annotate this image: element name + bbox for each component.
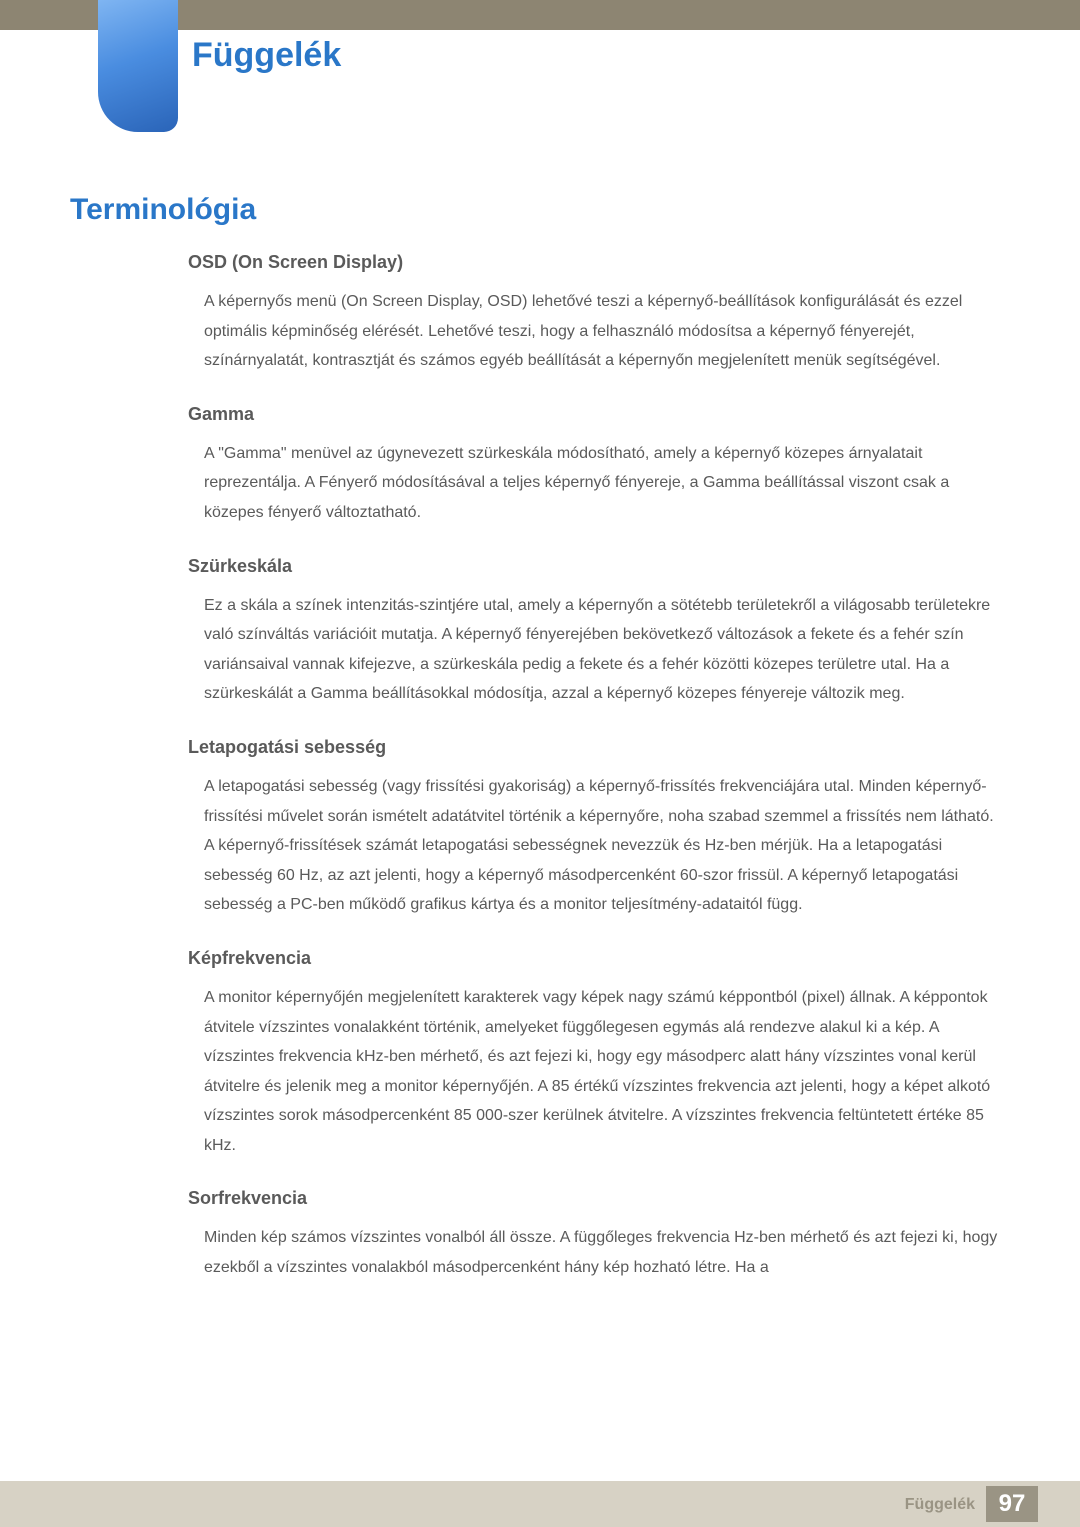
term-block: Gamma A "Gamma" menüvel az úgynevezett s… <box>188 404 1000 528</box>
chapter-tab <box>98 0 178 132</box>
term-body: A letapogatási sebesség (vagy frissítési… <box>188 772 1000 920</box>
chapter-title: Függelék <box>192 36 341 75</box>
term-body: Ez a skála a színek intenzitás-szintjére… <box>188 591 1000 709</box>
term-body: A monitor képernyőjén megjelenített kara… <box>188 983 1000 1161</box>
term-heading: Gamma <box>188 404 1000 425</box>
footer-chapter-label: Függelék <box>905 1496 975 1514</box>
term-block: OSD (On Screen Display) A képernyős menü… <box>188 252 1000 376</box>
term-heading: Sorfrekvencia <box>188 1188 1000 1209</box>
term-body: A "Gamma" menüvel az úgynevezett szürkes… <box>188 439 1000 528</box>
term-heading: Képfrekvencia <box>188 948 1000 969</box>
term-body: A képernyős menü (On Screen Display, OSD… <box>188 287 1000 376</box>
content-area: OSD (On Screen Display) A képernyős menü… <box>188 252 1000 1283</box>
term-block: Sorfrekvencia Minden kép számos vízszint… <box>188 1188 1000 1282</box>
term-heading: Letapogatási sebesség <box>188 737 1000 758</box>
page: Függelék Terminológia OSD (On Screen Dis… <box>0 0 1080 1527</box>
term-block: Képfrekvencia A monitor képernyőjén megj… <box>188 948 1000 1161</box>
term-body: Minden kép számos vízszintes vonalból ál… <box>188 1223 1000 1282</box>
page-number-box: 97 <box>986 1486 1038 1522</box>
section-title: Terminológia <box>70 193 256 227</box>
page-number: 97 <box>999 1490 1026 1518</box>
term-block: Szürkeskála Ez a skála a színek intenzit… <box>188 556 1000 709</box>
term-block: Letapogatási sebesség A letapogatási seb… <box>188 737 1000 920</box>
term-heading: OSD (On Screen Display) <box>188 252 1000 273</box>
term-heading: Szürkeskála <box>188 556 1000 577</box>
